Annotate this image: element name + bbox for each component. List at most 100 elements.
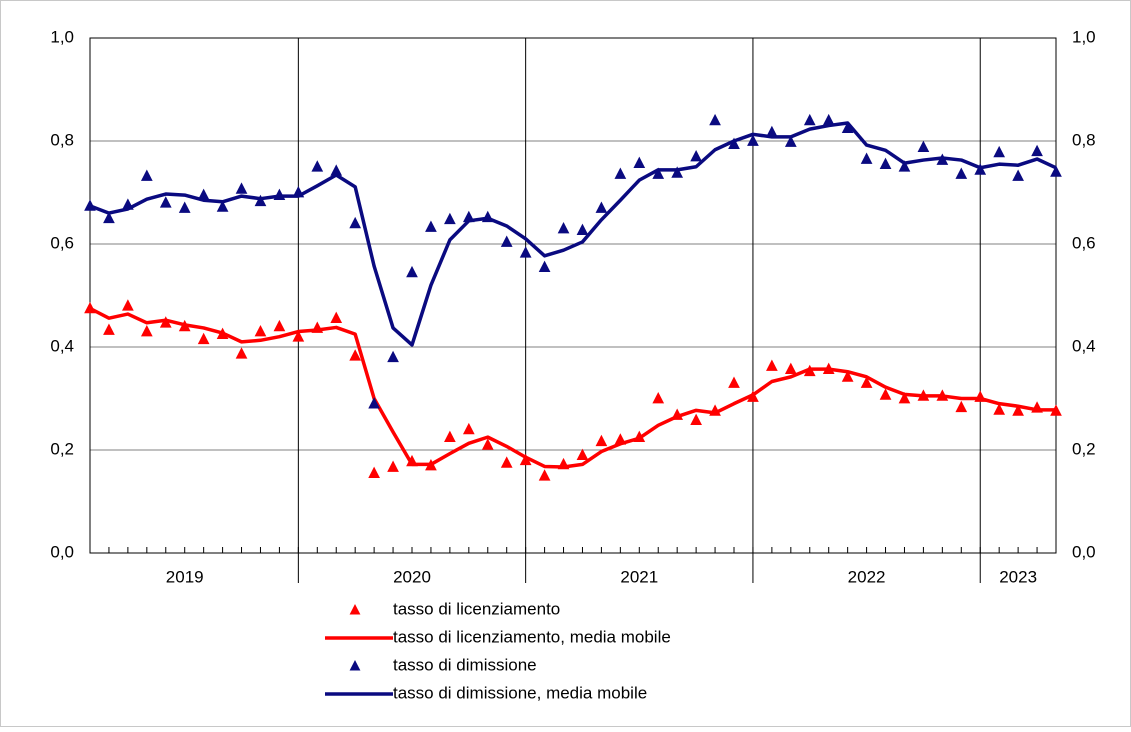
legend-label: tasso di dimissione, media mobile	[393, 683, 647, 702]
series-marker	[444, 430, 456, 442]
plot-border	[89, 37, 1057, 554]
y-tick-label: 0,4	[50, 336, 74, 355]
series-marker	[879, 388, 892, 400]
legend-label: tasso di dimissione	[393, 655, 537, 674]
series-marker	[197, 188, 210, 200]
y-tick-label: 0,6	[50, 233, 74, 252]
series-marker	[368, 466, 380, 479]
plot-area	[90, 38, 1056, 553]
series-marker	[140, 169, 153, 181]
series-marker	[254, 325, 267, 337]
series-marker	[1031, 144, 1043, 157]
series-marker	[462, 422, 475, 435]
y-tick-label: 0,2	[50, 439, 74, 458]
y2-tick-label: 1,0	[1072, 27, 1096, 46]
series-marker	[860, 152, 873, 164]
series-marker	[273, 319, 286, 332]
y2-tick-label: 0,0	[1072, 542, 1096, 561]
x-tick-label: 2021	[620, 567, 658, 586]
series-marker	[898, 392, 911, 404]
series-marker	[595, 201, 608, 213]
series-marker	[879, 157, 892, 170]
y2-tick-label: 0,6	[1072, 233, 1096, 252]
y2-tick-label: 0,8	[1072, 130, 1096, 149]
series-marker	[576, 448, 589, 461]
series-marker	[671, 166, 684, 178]
series-marker	[159, 196, 172, 208]
legend-label: tasso di licenziamento, media mobile	[393, 627, 671, 646]
series-marker	[500, 456, 513, 468]
series-marker	[387, 460, 399, 472]
series-marker	[519, 453, 532, 466]
series-marker	[690, 149, 702, 162]
series-marker	[103, 323, 115, 335]
series-marker	[444, 212, 456, 225]
series-marker	[898, 160, 911, 172]
series-marker	[614, 167, 627, 179]
series-marker	[235, 347, 248, 359]
series-marker	[917, 140, 930, 153]
series-marker	[766, 125, 778, 138]
series-marker	[709, 113, 721, 126]
series-marker	[481, 438, 494, 450]
series-marker	[1012, 404, 1024, 416]
series-marker	[633, 156, 646, 169]
series-marker	[652, 392, 665, 404]
y-tick-label: 0,0	[50, 542, 74, 561]
series-line	[89, 306, 1056, 469]
series-marker	[311, 160, 324, 172]
series-marker	[595, 434, 608, 447]
x-tick-label: 2023	[999, 567, 1037, 586]
series-marker	[254, 194, 267, 207]
y-tick-label: 1,0	[50, 27, 74, 46]
series-marker	[652, 167, 665, 179]
series-marker	[197, 332, 210, 345]
series-marker	[766, 359, 778, 371]
series-marker	[292, 330, 305, 342]
series-marker	[406, 265, 418, 278]
series-marker	[330, 311, 343, 324]
y2-tick-label: 0,2	[1072, 439, 1096, 458]
series-marker	[747, 134, 759, 146]
series-marker	[1050, 165, 1062, 177]
series-marker	[784, 135, 797, 147]
series-marker	[500, 235, 513, 247]
series-marker	[538, 469, 551, 481]
series-marker	[349, 349, 362, 361]
series-marker	[178, 201, 191, 213]
series-marker	[993, 403, 1006, 415]
legend-marker	[349, 660, 361, 671]
series-marker	[103, 211, 115, 224]
series-marker	[822, 113, 835, 126]
series-marker	[387, 350, 399, 363]
x-tick-label: 2019	[166, 567, 204, 586]
series-marker	[557, 222, 570, 234]
series-marker	[235, 182, 248, 194]
series-marker	[841, 121, 854, 133]
legend-marker	[349, 604, 361, 615]
legend-label: tasso di licenziamento	[393, 599, 560, 618]
series-marker	[803, 113, 816, 126]
series-marker	[349, 216, 362, 229]
series-marker	[538, 260, 551, 273]
series-marker	[425, 220, 437, 232]
y-tick-label: 0,8	[50, 130, 74, 149]
series-line	[89, 121, 1057, 347]
series-marker	[841, 370, 854, 382]
series-marker	[690, 413, 702, 426]
series-marker	[576, 223, 589, 235]
series-marker	[728, 376, 740, 388]
y2-tick-label: 0,4	[1072, 336, 1096, 355]
series-marker	[122, 299, 134, 311]
series-marker	[784, 362, 797, 375]
series-marker	[860, 376, 873, 388]
x-tick-label: 2020	[393, 567, 431, 586]
series-marker	[368, 397, 380, 409]
series-marker	[728, 137, 740, 149]
series-marker	[140, 325, 153, 337]
series-marker	[955, 400, 968, 413]
series-marker	[519, 246, 532, 258]
series-marker	[993, 145, 1006, 158]
x-tick-label: 2022	[848, 567, 886, 586]
